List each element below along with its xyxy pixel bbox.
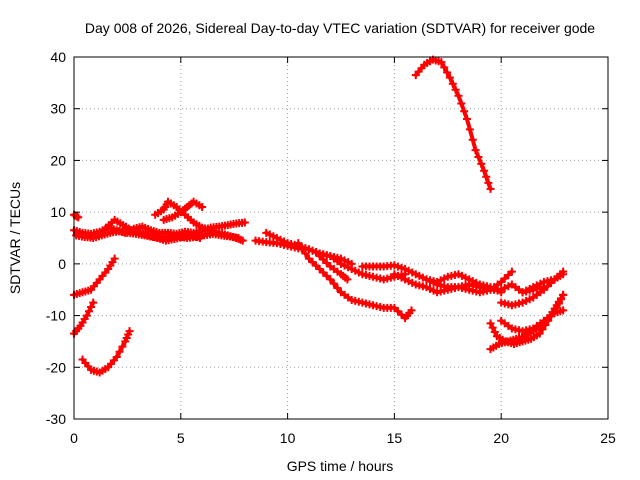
series-trace-17 (411, 55, 495, 193)
data-point (294, 239, 303, 248)
chart-title: Day 008 of 2026, Sidereal Day-to-day VTE… (85, 20, 595, 36)
data-point (343, 275, 352, 284)
data-point (471, 146, 480, 155)
data-point (448, 79, 457, 88)
data-point (84, 307, 93, 316)
x-tick-label: 25 (600, 430, 616, 446)
x-tick-label: 10 (280, 430, 296, 446)
data-point (490, 327, 499, 336)
data-point (87, 302, 96, 311)
data-point (463, 115, 472, 124)
data-point (407, 306, 416, 315)
data-point (559, 306, 568, 315)
data-point (301, 249, 310, 258)
y-tick-label: 10 (50, 204, 66, 220)
data-point (118, 342, 127, 351)
data-point (240, 218, 249, 227)
data-point (477, 159, 486, 168)
y-tick-label: 0 (58, 256, 66, 272)
data-point (238, 236, 247, 245)
grid-layer (74, 57, 608, 419)
data-point (507, 267, 516, 276)
y-tick-label: -30 (46, 411, 66, 427)
data-point (451, 85, 460, 94)
series-trace-12 (294, 239, 416, 323)
y-tick-label: -10 (46, 308, 66, 324)
data-point (454, 91, 463, 100)
data-point (457, 99, 466, 108)
x-tick-label: 15 (387, 430, 403, 446)
data-point (333, 283, 342, 292)
data-point (112, 352, 121, 361)
data-point (115, 347, 124, 356)
data-point (486, 184, 495, 193)
data-point (480, 166, 489, 175)
data-point (460, 107, 469, 116)
data-point (482, 172, 491, 181)
data-point (326, 275, 335, 284)
data-point (443, 68, 452, 77)
ticks-layer: 0 5 10 15 20 25 -30 -20 -10 0 10 20 30 40 (46, 49, 616, 446)
data-point (89, 298, 98, 307)
data-point (445, 73, 454, 82)
data-point (559, 290, 568, 299)
series-trace-13 (315, 252, 352, 284)
data-point (559, 270, 568, 279)
series-trace-16 (422, 270, 506, 297)
x-tick-label: 20 (493, 430, 509, 446)
plot-frame (73, 56, 609, 420)
data-point (110, 254, 119, 263)
series-line (413, 57, 493, 191)
series-trace-6 (102, 215, 205, 245)
data-point (297, 244, 306, 253)
series-trace-5 (159, 197, 207, 224)
series-trace-20 (497, 306, 568, 336)
x-tick-label: 0 (70, 430, 78, 446)
data-point (484, 178, 493, 187)
data-point (486, 319, 495, 328)
data-point (468, 135, 477, 144)
data-point (465, 125, 474, 134)
data-point (125, 327, 134, 336)
series-trace-22 (518, 270, 568, 297)
data-layer (70, 55, 568, 377)
data-point (198, 202, 207, 211)
series-trace-19 (486, 290, 568, 354)
series-trace-9 (78, 327, 134, 377)
y-tick-label: 40 (50, 49, 66, 65)
data-point (474, 152, 483, 161)
data-point (196, 234, 205, 242)
series-trace-7 (70, 254, 119, 299)
y-tick-label: -20 (46, 359, 66, 375)
y-tick-label: 30 (50, 101, 66, 117)
y-axis-label: SDTVAR / TECUs (7, 182, 23, 294)
data-point (437, 58, 446, 67)
x-axis-label: GPS time / hours (287, 458, 394, 474)
series-trace-8 (70, 298, 98, 338)
y-tick-label: 20 (50, 152, 66, 168)
series-trace-3 (70, 210, 83, 222)
series-line (72, 300, 96, 336)
data-point (488, 323, 497, 332)
data-point (329, 279, 338, 288)
data-point (497, 288, 506, 297)
data-point (74, 213, 83, 222)
x-tick-label: 5 (177, 430, 185, 446)
data-point (82, 311, 91, 320)
data-point (440, 63, 449, 72)
